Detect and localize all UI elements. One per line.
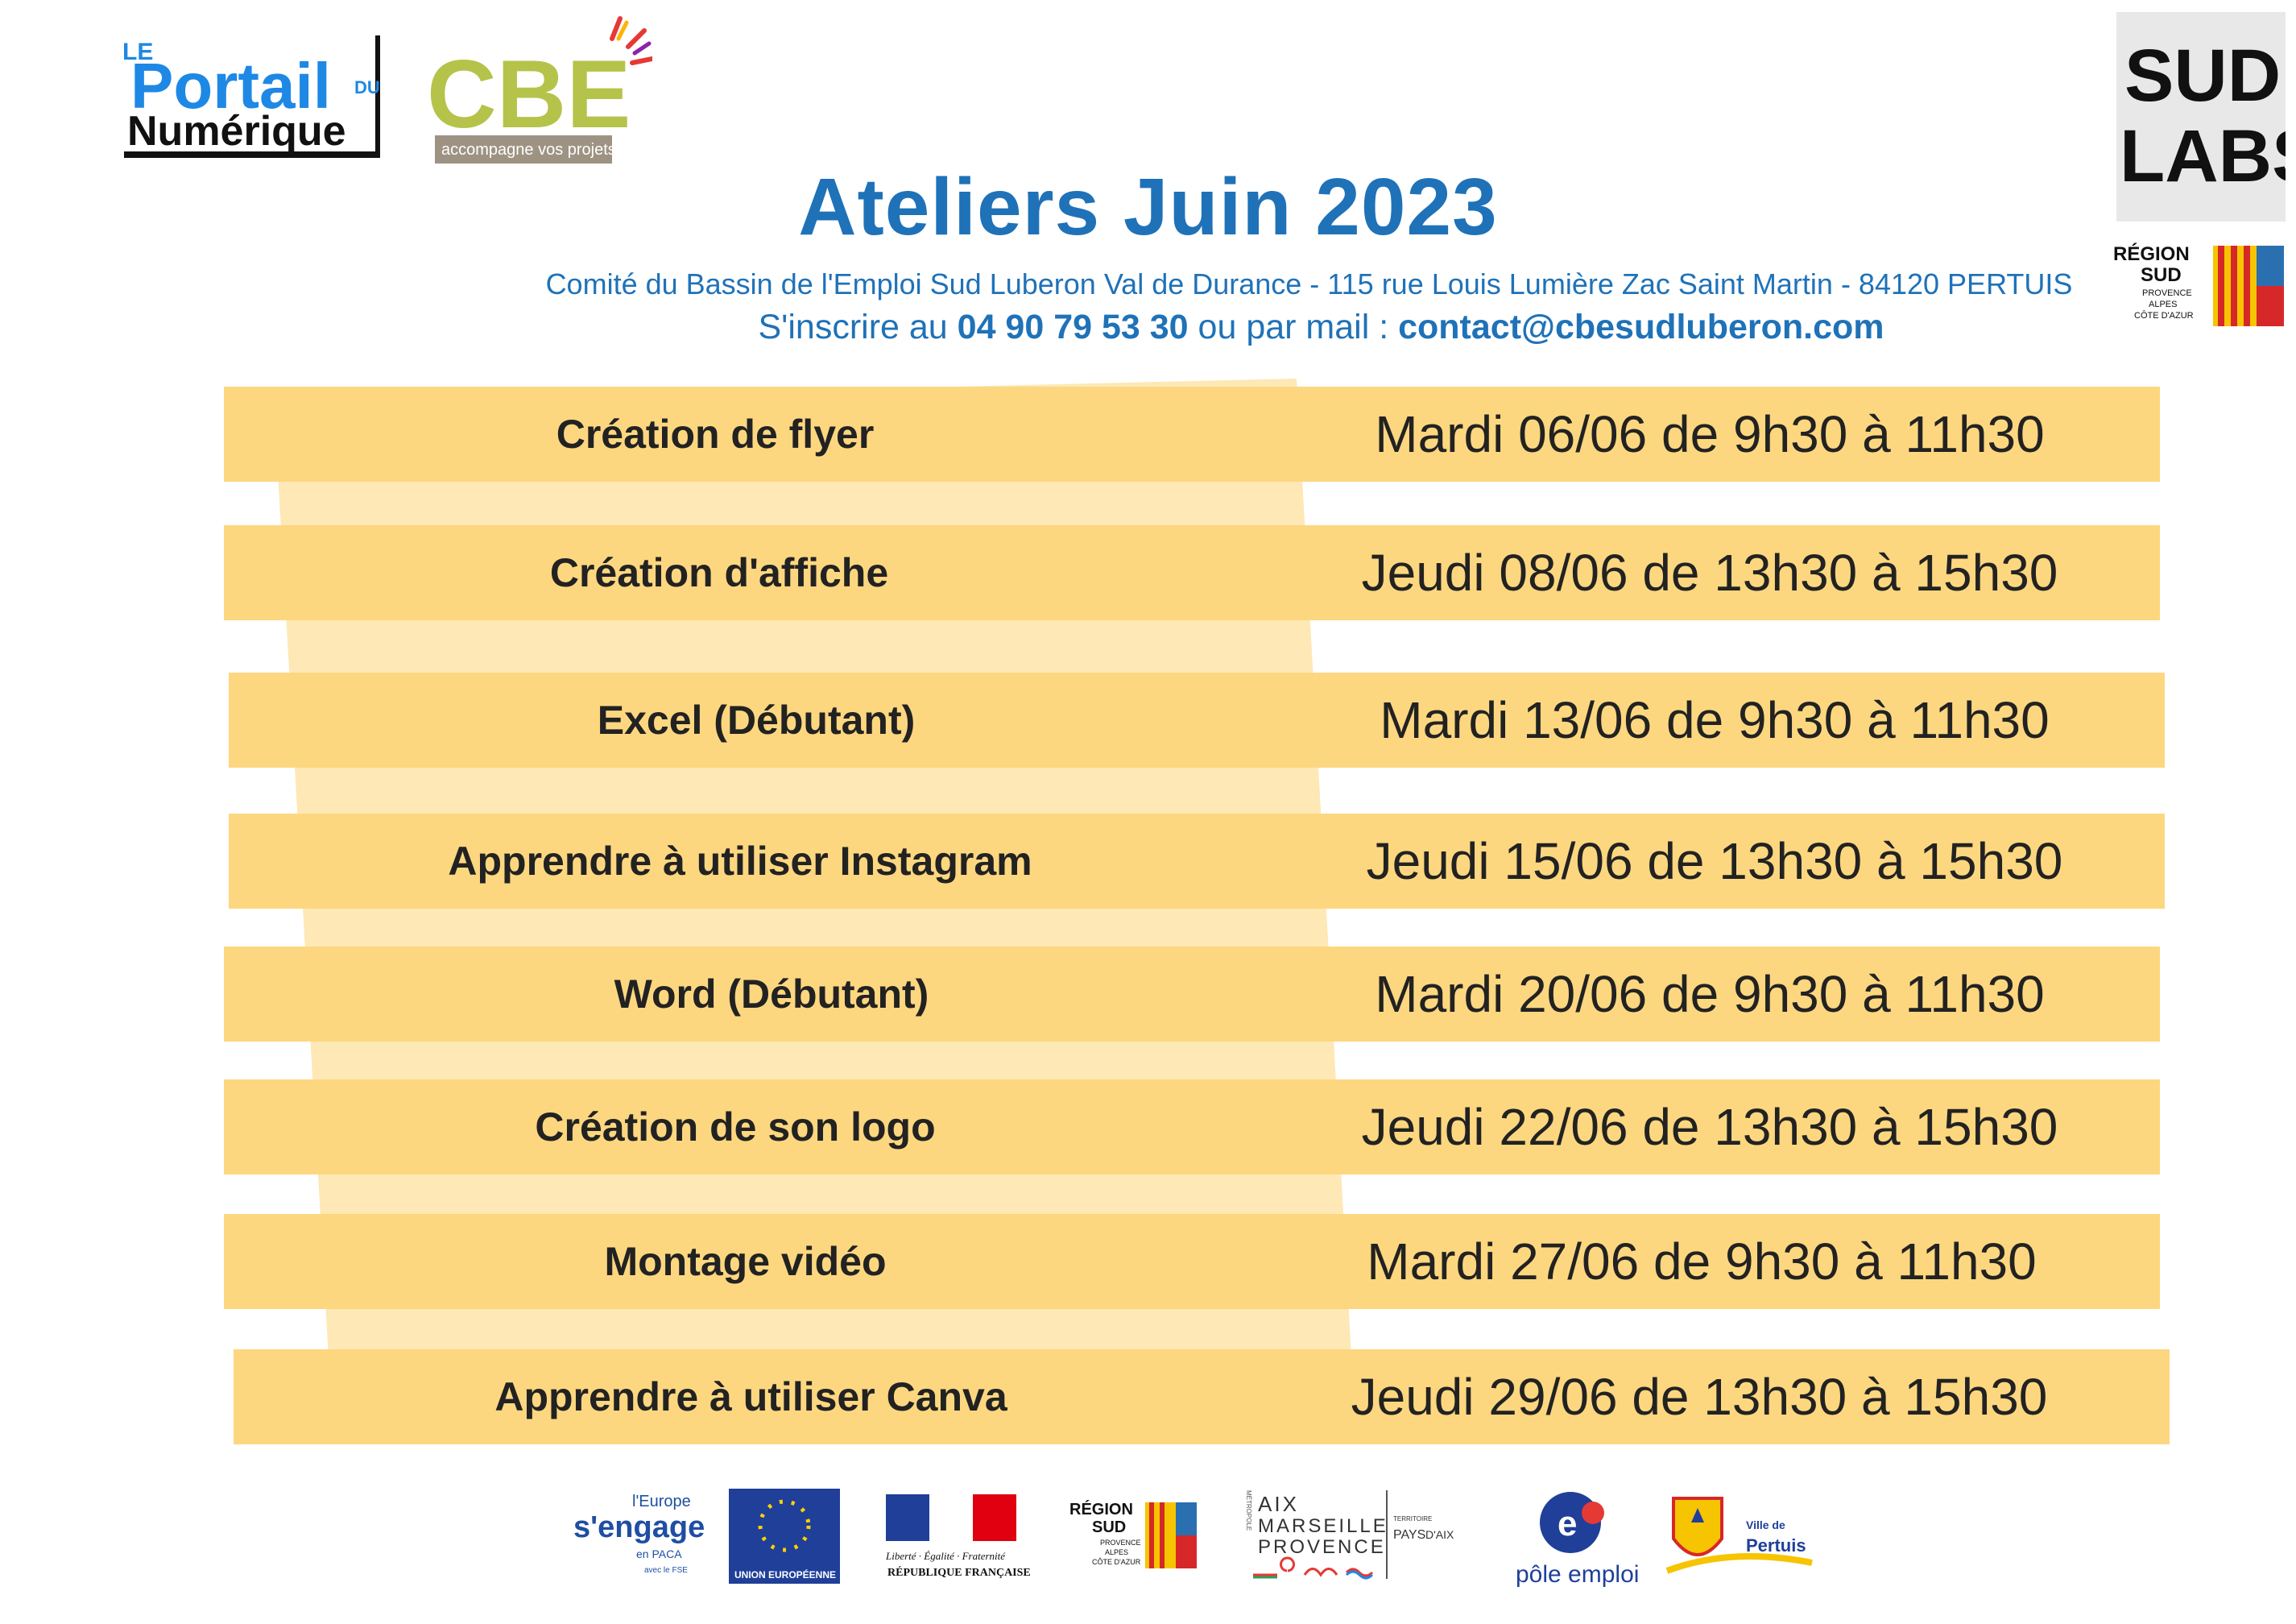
svg-text:accompagne vos projets: accompagne vos projets: [441, 141, 616, 159]
workshop-topic: Word (Débutant): [614, 972, 929, 1017]
workshop-topic: Apprendre à utiliser Canva: [494, 1374, 1007, 1419]
workshop-date: Jeudi 08/06 de 13h30 à 15h30: [1361, 544, 2058, 602]
svg-text:s'engage: s'engage: [573, 1510, 705, 1544]
workshop-date: Mardi 20/06 de 9h30 à 11h30: [1375, 965, 2045, 1023]
email-link[interactable]: contact@cbesudluberon.com: [1398, 308, 1884, 346]
svg-text:LABS: LABS: [2120, 115, 2286, 197]
region-sud-logo: RÉGION SUD PROVENCE ALPES CÔTE D'AZUR: [2113, 242, 2284, 326]
workshop-date: Jeudi 29/06 de 13h30 à 15h30: [1351, 1368, 2048, 1426]
workshop-row: Word (Débutant) Mardi 20/06 de 9h30 à 11…: [224, 947, 2160, 1042]
svg-text:PROVENCE: PROVENCE: [2142, 288, 2192, 298]
svg-text:en PACA: en PACA: [636, 1547, 682, 1560]
workshop-topic: Montage vidéo: [604, 1239, 887, 1284]
svg-text:ALPES: ALPES: [2149, 300, 2177, 309]
portail-numerique-logo: LE Portail DU Numérique: [119, 31, 380, 158]
workshop-topic: Création de flyer: [556, 412, 875, 457]
partner-logos: l'Europe s'engage en PACA avec le FSE UN…: [573, 1489, 1813, 1588]
workshop-row: Montage vidéo Mardi 27/06 de 9h30 à 11h3…: [224, 1214, 2160, 1309]
svg-text:RÉPUBLIQUE FRANÇAISE: RÉPUBLIQUE FRANÇAISE: [887, 1565, 1031, 1579]
svg-text:Numérique: Numérique: [127, 108, 346, 155]
svg-text:D'AIX: D'AIX: [1425, 1528, 1454, 1541]
workshop-topic: Création d'affiche: [549, 550, 889, 595]
svg-text:Liberté · Égalité · Fraternité: Liberté · Égalité · Fraternité: [885, 1550, 1006, 1562]
page-title: Ateliers Juin 2023: [798, 162, 1498, 252]
svg-text:LE: LE: [122, 39, 153, 65]
svg-text:PROVENCE: PROVENCE: [1100, 1539, 1141, 1547]
svg-text:MÉTROPOLE: MÉTROPOLE: [1245, 1490, 1252, 1531]
svg-text:Portail: Portail: [130, 50, 331, 122]
svg-text:ALPES: ALPES: [1105, 1548, 1128, 1556]
svg-text:PAYS: PAYS: [1393, 1528, 1425, 1542]
svg-text:DU: DU: [354, 77, 380, 97]
workshop-row: Création d'affiche Jeudi 08/06 de 13h30 …: [224, 525, 2160, 620]
workshop-date: Jeudi 22/06 de 13h30 à 15h30: [1361, 1098, 2058, 1156]
svg-text:e: e: [1558, 1504, 1577, 1543]
svg-text:UNION EUROPÉENNE: UNION EUROPÉENNE: [734, 1568, 836, 1580]
workshop-row: Excel (Débutant) Mardi 13/06 de 9h30 à 1…: [229, 673, 2165, 768]
workshop-date: Jeudi 15/06 de 13h30 à 15h30: [1366, 832, 2063, 890]
workshop-topic: Création de son logo: [535, 1104, 936, 1150]
svg-text:CBE: CBE: [427, 40, 631, 148]
workshop-row: Création de flyer Mardi 06/06 de 9h30 à …: [224, 387, 2160, 482]
republique-francaise-logo: Liberté · Égalité · Fraternité RÉPUBLIQU…: [885, 1494, 1031, 1579]
signup-prefix: S'inscrire au: [758, 308, 958, 346]
svg-text:Pertuis: Pertuis: [1746, 1535, 1806, 1556]
svg-text:l'Europe: l'Europe: [632, 1493, 691, 1510]
workshop-topic: Excel (Débutant): [597, 698, 916, 743]
sud-labs-logo: SUD LABS: [2116, 12, 2286, 222]
aix-marseille-provence-logo: MÉTROPOLE AIX MARSEILLE PROVENCE TERRITO…: [1245, 1490, 1454, 1580]
workshop-row: Apprendre à utiliser Canva Jeudi 29/06 d…: [234, 1349, 2170, 1444]
svg-text:SUD: SUD: [1092, 1518, 1126, 1536]
cbe-logo: CBE accompagne vos projets: [427, 16, 652, 164]
signup-line: S'inscrire au 04 90 79 53 30 ou par mail…: [0, 308, 2296, 347]
svg-text:avec le FSE: avec le FSE: [644, 1566, 688, 1575]
svg-text:CÔTE D'AZUR: CÔTE D'AZUR: [1092, 1558, 1141, 1566]
workshop-row: Apprendre à utiliser Instagram Jeudi 15/…: [229, 814, 2165, 909]
workshop-date: Mardi 13/06 de 9h30 à 11h30: [1380, 691, 2050, 749]
svg-text:MARSEILLE: MARSEILLE: [1258, 1515, 1388, 1537]
svg-text:TERRITOIRE: TERRITOIRE: [1393, 1515, 1432, 1522]
svg-text:PROVENCE: PROVENCE: [1258, 1536, 1386, 1558]
workshop-date: Mardi 27/06 de 9h30 à 11h30: [1367, 1232, 2037, 1290]
organization-address: Comité du Bassin de l'Emploi Sud Luberon…: [545, 267, 2073, 300]
svg-text:SUD: SUD: [2141, 264, 2182, 286]
signup-middle: ou par mail :: [1188, 308, 1399, 346]
pole-emploi-logo: e pôle emploi: [1516, 1492, 1639, 1588]
region-sud-footer-logo: RÉGION SUD PROVENCE ALPES CÔTE D'AZUR: [1069, 1500, 1197, 1568]
svg-text:Ville de: Ville de: [1746, 1518, 1785, 1531]
ville-de-pertuis-logo: Ville de Pertuis: [1665, 1497, 1813, 1574]
workshop-date: Mardi 06/06 de 9h30 à 11h30: [1375, 405, 2045, 463]
svg-text:RÉGION: RÉGION: [2113, 242, 2190, 265]
workshop-topic: Apprendre à utiliser Instagram: [448, 839, 1032, 884]
svg-text:SUD: SUD: [2124, 35, 2281, 117]
svg-text:RÉGION: RÉGION: [1069, 1500, 1133, 1518]
europe-engage-logo: l'Europe s'engage en PACA avec le FSE: [573, 1493, 705, 1575]
svg-text:CÔTE D'AZUR: CÔTE D'AZUR: [2134, 310, 2194, 321]
phone-number[interactable]: 04 90 79 53 30: [957, 308, 1189, 346]
svg-text:pôle emploi: pôle emploi: [1516, 1561, 1639, 1588]
workshop-row: Création de son logo Jeudi 22/06 de 13h3…: [224, 1079, 2160, 1174]
eu-flag-logo: UNION EUROPÉENNE: [729, 1489, 840, 1584]
svg-text:AIX: AIX: [1258, 1492, 1299, 1516]
